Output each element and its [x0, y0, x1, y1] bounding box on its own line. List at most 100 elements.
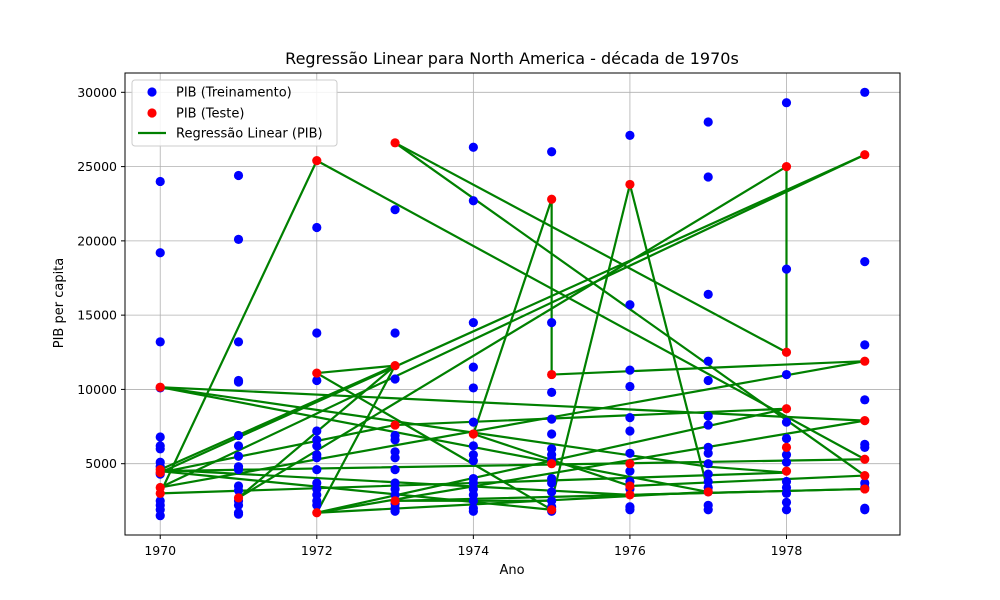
train-point: [703, 375, 713, 386]
test-point: [625, 481, 635, 491]
test-point: [781, 466, 792, 476]
test-point: [625, 179, 635, 190]
train-point: [625, 381, 635, 392]
train-point: [468, 142, 478, 152]
train-point: [781, 450, 792, 460]
train-point: [703, 289, 713, 299]
test-point: [390, 496, 400, 506]
regression-segment: [472, 198, 553, 436]
train-point: [312, 222, 322, 233]
regression-segment: [237, 165, 788, 499]
train-point: [312, 328, 322, 338]
test-point: [781, 161, 792, 172]
train-point: [703, 411, 713, 421]
test-point: [233, 493, 244, 503]
test-point: [547, 505, 557, 515]
legend-marker: [147, 87, 157, 97]
train-point: [860, 87, 870, 97]
x-tick-label: 1974: [457, 543, 489, 558]
test-point: [860, 470, 870, 481]
train-point: [468, 196, 478, 206]
train-point: [468, 456, 478, 466]
test-point: [390, 361, 400, 371]
regression-segment: [707, 465, 788, 474]
train-point: [625, 466, 635, 476]
y-tick-label: 30000: [77, 85, 117, 100]
train-point: [390, 328, 400, 338]
regression-segment: [159, 386, 710, 494]
x-axis: 1970 1972 1974 1976 1978: [144, 535, 802, 558]
train-point: [233, 485, 244, 496]
train-point: [547, 414, 557, 424]
train-point: [233, 430, 244, 441]
regression-segment: [393, 407, 788, 427]
train-point: [155, 176, 165, 187]
regression-segment: [315, 159, 866, 461]
train-point: [781, 505, 792, 515]
train-point: [468, 496, 478, 506]
train-point: [703, 117, 713, 127]
train-point: [233, 451, 244, 461]
legend-box: [131, 79, 338, 147]
test-point: [625, 490, 635, 500]
regression-segment: [315, 419, 866, 514]
plot-frame: [124, 72, 901, 536]
train-point: [468, 441, 478, 451]
train-point: [703, 459, 713, 469]
train-point: [155, 337, 165, 347]
chart-title: Regressão Linear para North America - dé…: [285, 49, 739, 68]
train-point: [233, 441, 244, 451]
legend-label: PIB (Treinamento): [176, 86, 292, 101]
train-point: [625, 130, 635, 140]
y-tick-label: 5000: [85, 456, 117, 471]
x-tick-label: 1976: [614, 543, 646, 558]
train-point: [468, 317, 478, 328]
train-point: [703, 172, 713, 182]
train-point: [233, 465, 244, 475]
x-tick-label: 1978: [771, 543, 803, 558]
legend-label: Regressão Linear (PIB): [176, 127, 323, 142]
train-point: [781, 98, 792, 108]
train-point: [468, 362, 478, 372]
regression-segment: [550, 360, 866, 376]
regression-segment: [159, 386, 710, 468]
train-point: [233, 170, 244, 181]
test-point: [860, 484, 870, 494]
train-point: [860, 395, 870, 405]
train-point: [781, 417, 792, 427]
train-points: [155, 87, 870, 521]
train-point: [781, 264, 792, 274]
train-point: [312, 375, 322, 386]
train-point: [233, 377, 244, 387]
train-point: [155, 511, 165, 521]
train-point: [390, 374, 400, 384]
train-point: [233, 500, 244, 510]
test-point: [155, 488, 165, 499]
train-point: [312, 441, 322, 451]
y-axis: 5000 10000 15000 20000 25000 30000: [77, 85, 125, 471]
regression-line: [159, 141, 866, 514]
train-point: [860, 505, 870, 515]
test-point: [781, 404, 792, 414]
regression-segment: [315, 364, 397, 375]
test-point: [155, 468, 165, 478]
train-point: [860, 442, 870, 452]
test-point: [547, 194, 557, 204]
train-point: [781, 433, 792, 444]
regression-segment: [628, 183, 710, 494]
regression-segment: [159, 364, 397, 471]
train-point: [860, 257, 870, 267]
legend-marker: [147, 108, 157, 118]
train-point: [781, 488, 792, 499]
train-point: [547, 317, 557, 328]
regression-segment: [393, 141, 788, 354]
train-point: [468, 506, 478, 516]
train-point: [625, 365, 635, 375]
train-point: [468, 383, 478, 393]
train-point: [312, 465, 322, 475]
legend: PIB (Treinamento) PIB (Teste) Regressão Li…: [131, 79, 338, 147]
test-point: [781, 442, 792, 452]
train-point: [468, 417, 478, 427]
x-axis-label: Ano: [499, 563, 524, 578]
